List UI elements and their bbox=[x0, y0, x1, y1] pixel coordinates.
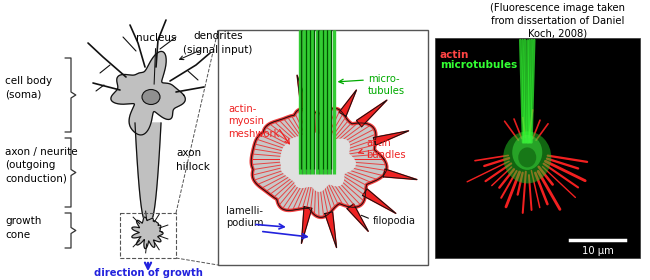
Polygon shape bbox=[135, 123, 161, 220]
Polygon shape bbox=[356, 100, 387, 127]
Polygon shape bbox=[320, 78, 331, 115]
Polygon shape bbox=[251, 108, 387, 217]
Ellipse shape bbox=[512, 135, 542, 170]
Text: growth
cone: growth cone bbox=[5, 216, 42, 240]
Polygon shape bbox=[302, 207, 312, 244]
Text: actin-
myosin
meshwork: actin- myosin meshwork bbox=[228, 104, 280, 139]
Text: filopodia: filopodia bbox=[373, 216, 416, 226]
Text: microtubules: microtubules bbox=[440, 60, 517, 70]
Polygon shape bbox=[111, 52, 185, 135]
Polygon shape bbox=[373, 131, 409, 145]
Ellipse shape bbox=[503, 131, 551, 183]
Polygon shape bbox=[281, 131, 356, 191]
Bar bbox=[218, 30, 428, 265]
Text: dendrites
(signal input): dendrites (signal input) bbox=[183, 31, 253, 55]
Text: axon
hillock: axon hillock bbox=[176, 148, 210, 172]
Polygon shape bbox=[363, 189, 396, 213]
Text: micro-
tubules: micro- tubules bbox=[368, 74, 405, 96]
Text: nucleus: nucleus bbox=[136, 33, 176, 84]
Text: actin: actin bbox=[440, 50, 469, 60]
Text: cell body
(soma): cell body (soma) bbox=[5, 76, 52, 100]
Text: 10 μm: 10 μm bbox=[582, 246, 614, 256]
Text: direction of growth: direction of growth bbox=[94, 268, 202, 278]
Text: actin
bundles: actin bundles bbox=[366, 138, 406, 160]
Polygon shape bbox=[347, 204, 369, 232]
Text: lamelli-
podium: lamelli- podium bbox=[226, 206, 263, 228]
Bar bbox=[120, 213, 176, 258]
Polygon shape bbox=[384, 169, 417, 179]
Text: (Fluorescence image taken
from dissertation of Daniel
Koch, 2008): (Fluorescence image taken from dissertat… bbox=[491, 3, 625, 39]
Bar bbox=[435, 38, 640, 258]
Polygon shape bbox=[132, 217, 163, 249]
Polygon shape bbox=[339, 90, 356, 116]
Polygon shape bbox=[297, 75, 309, 111]
Ellipse shape bbox=[518, 147, 536, 167]
Text: axon / neurite
(outgoing
conduction): axon / neurite (outgoing conduction) bbox=[5, 147, 77, 183]
Polygon shape bbox=[325, 212, 337, 248]
Ellipse shape bbox=[142, 90, 160, 104]
